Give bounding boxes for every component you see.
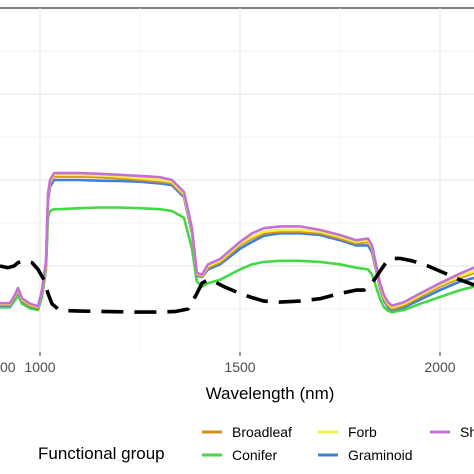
- legend-label-sh: Sh: [460, 424, 474, 440]
- series-layer: [0, 171, 474, 314]
- series-line-sh: [0, 171, 474, 308]
- series-line-forb: [0, 173, 474, 309]
- legend-label-forb: Forb: [348, 424, 377, 440]
- x-axis-title: Wavelength (nm): [206, 384, 335, 403]
- x-tick-label: 2000: [424, 359, 455, 375]
- legend: Functional group Broadleaf Forb Sh Conifer G…: [38, 424, 474, 463]
- legend-title: Functional group: [38, 444, 165, 463]
- x-tick-layer: 1000 1500 2000 00: [0, 352, 456, 375]
- x-tick-label: 1500: [224, 359, 255, 375]
- x-tick-label: 1000: [24, 359, 55, 375]
- legend-label-broadleaf: Broadleaf: [232, 424, 292, 440]
- x-tick-label-partial: 00: [0, 359, 16, 375]
- legend-label-conifer: Conifer: [232, 447, 277, 463]
- legend-label-graminoid: Graminoid: [348, 447, 413, 463]
